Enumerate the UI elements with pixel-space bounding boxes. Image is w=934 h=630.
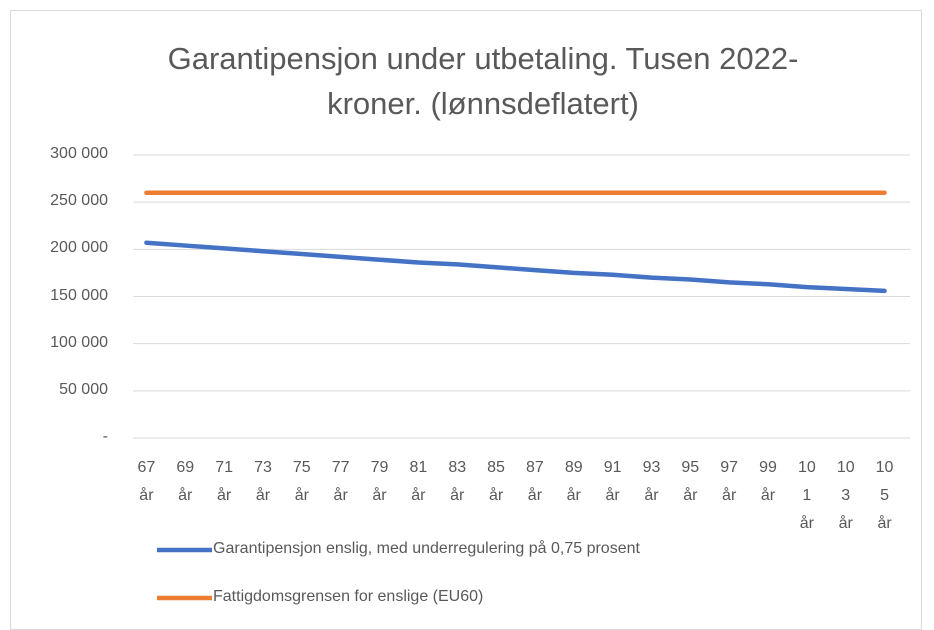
x-tick-label: 89 år (564, 459, 583, 504)
x-tick-label: 99 år (759, 459, 777, 504)
y-tick-label: - (102, 428, 108, 445)
legend-label: Garantipensjon enslig, med underreguleri… (213, 540, 640, 557)
y-tick-label: 100 000 (50, 333, 108, 351)
y-tick-label: 50 000 (59, 380, 108, 398)
x-tick-label: 81 år (409, 459, 428, 504)
x-tick-label: 69 år (176, 459, 195, 504)
x-tick-label: 75 år (292, 459, 311, 504)
x-tick-label: 97 år (720, 459, 739, 504)
x-tick-label: 103 år (836, 459, 855, 532)
x-tick-label: 93 år (642, 459, 661, 504)
legend-label: Fattigdomsgrensen for enslige (EU60) (213, 588, 484, 605)
x-tick-label: 77 år (331, 459, 350, 504)
x-tick-label: 67 år (137, 459, 156, 504)
x-tick-label: 91 år (603, 459, 622, 504)
x-tick-label: 105 år (875, 459, 894, 532)
chart-title: Garantipensjon under utbetaling. Tusen 2… (167, 41, 799, 121)
x-tick-label: 79 år (370, 459, 389, 504)
x-tick-label: 71 år (215, 459, 234, 504)
y-tick-label: 250 000 (50, 192, 108, 210)
x-tick-label: 85 år (487, 459, 505, 504)
x-tick-label: 101 år (797, 459, 816, 532)
x-tick-label: 87 år (526, 459, 544, 504)
x-tick-label: 83 år (448, 459, 467, 504)
y-tick-label: 200 000 (50, 239, 108, 257)
y-tick-label: 300 000 (50, 145, 108, 162)
x-tick-label: 73 år (254, 459, 272, 504)
y-tick-label: 150 000 (50, 286, 108, 304)
x-tick-label: 95 år (681, 459, 700, 504)
series-line (144, 240, 887, 294)
